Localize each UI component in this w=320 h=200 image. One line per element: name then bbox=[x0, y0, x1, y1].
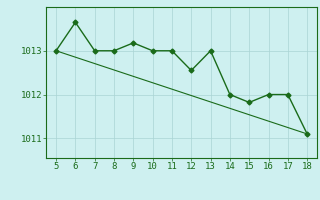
Text: Graphe pression niveau de la mer (hPa): Graphe pression niveau de la mer (hPa) bbox=[41, 183, 279, 193]
